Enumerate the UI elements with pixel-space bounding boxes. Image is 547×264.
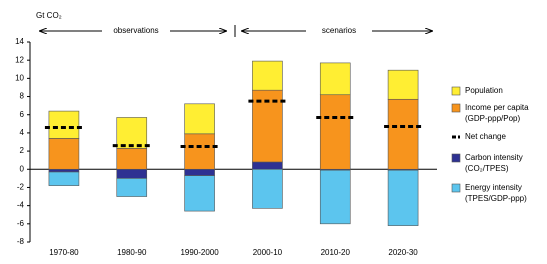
legend-label: Energy intensity <box>465 183 522 192</box>
legend-sublabel: (CO₂/TPES) <box>465 164 509 173</box>
y-tick-label: 4 <box>20 128 25 137</box>
y-tick-label: 10 <box>15 73 24 82</box>
y-tick-label: -6 <box>17 219 25 228</box>
bar-segment <box>116 168 148 179</box>
legend-sublabel: (TPES/GDP-ppp) <box>465 194 527 203</box>
bar-segment <box>387 69 419 100</box>
bar-segment <box>184 133 215 170</box>
bar-segment <box>387 98 419 170</box>
bar-segment <box>252 60 283 91</box>
bar-segment <box>48 138 80 170</box>
bar-segment <box>184 103 215 135</box>
y-tick-label: 12 <box>15 55 24 64</box>
legend-label: Carbon intensity <box>465 153 523 162</box>
bar-segment <box>252 168 283 209</box>
y-tick-label: 0 <box>20 164 25 173</box>
x-tick-label: 2000-10 <box>253 248 283 257</box>
bar-segment <box>184 168 215 176</box>
bar-segment <box>387 169 419 226</box>
x-tick-label: 1990-2000 <box>180 248 219 257</box>
y-tick-label: 2 <box>20 146 25 155</box>
annotation: observations <box>113 26 158 35</box>
annotation: scenarios <box>322 26 356 35</box>
bar-segment <box>48 110 80 139</box>
legend-label: Income per capita <box>465 103 529 112</box>
y-tick-label: 6 <box>20 110 25 119</box>
x-tick-label: 2010-20 <box>321 248 351 257</box>
legend-label: Population <box>465 86 503 95</box>
legend-swatch <box>451 153 461 163</box>
bar-segment <box>116 178 148 197</box>
bar-segment <box>252 161 283 170</box>
legend-label: Net change <box>465 132 506 141</box>
bar-segment <box>48 171 80 186</box>
bar-segment <box>319 94 351 170</box>
x-tick-label: 2020-30 <box>388 248 418 257</box>
y-tick-label: -4 <box>17 201 25 210</box>
legend-swatch <box>451 183 461 193</box>
bar-segment <box>116 117 148 149</box>
x-tick-label: 1980-90 <box>117 248 147 257</box>
y-tick-label: -2 <box>17 183 25 192</box>
y-axis-label: Gt CO₂ <box>36 11 62 20</box>
bar-segment <box>48 168 80 173</box>
legend-swatch <box>451 103 461 113</box>
y-tick-label: 14 <box>15 37 24 46</box>
y-tick-label: -8 <box>17 237 25 246</box>
bar-segment <box>319 62 351 96</box>
bar-segment <box>116 148 148 170</box>
legend-swatch <box>451 86 461 96</box>
bar-segment <box>319 169 351 225</box>
bar-segment <box>184 175 215 212</box>
y-tick-label: 8 <box>20 92 25 101</box>
legend-sublabel: (GDP-ppp/Pop) <box>465 114 520 123</box>
x-tick-label: 1970-80 <box>49 248 79 257</box>
